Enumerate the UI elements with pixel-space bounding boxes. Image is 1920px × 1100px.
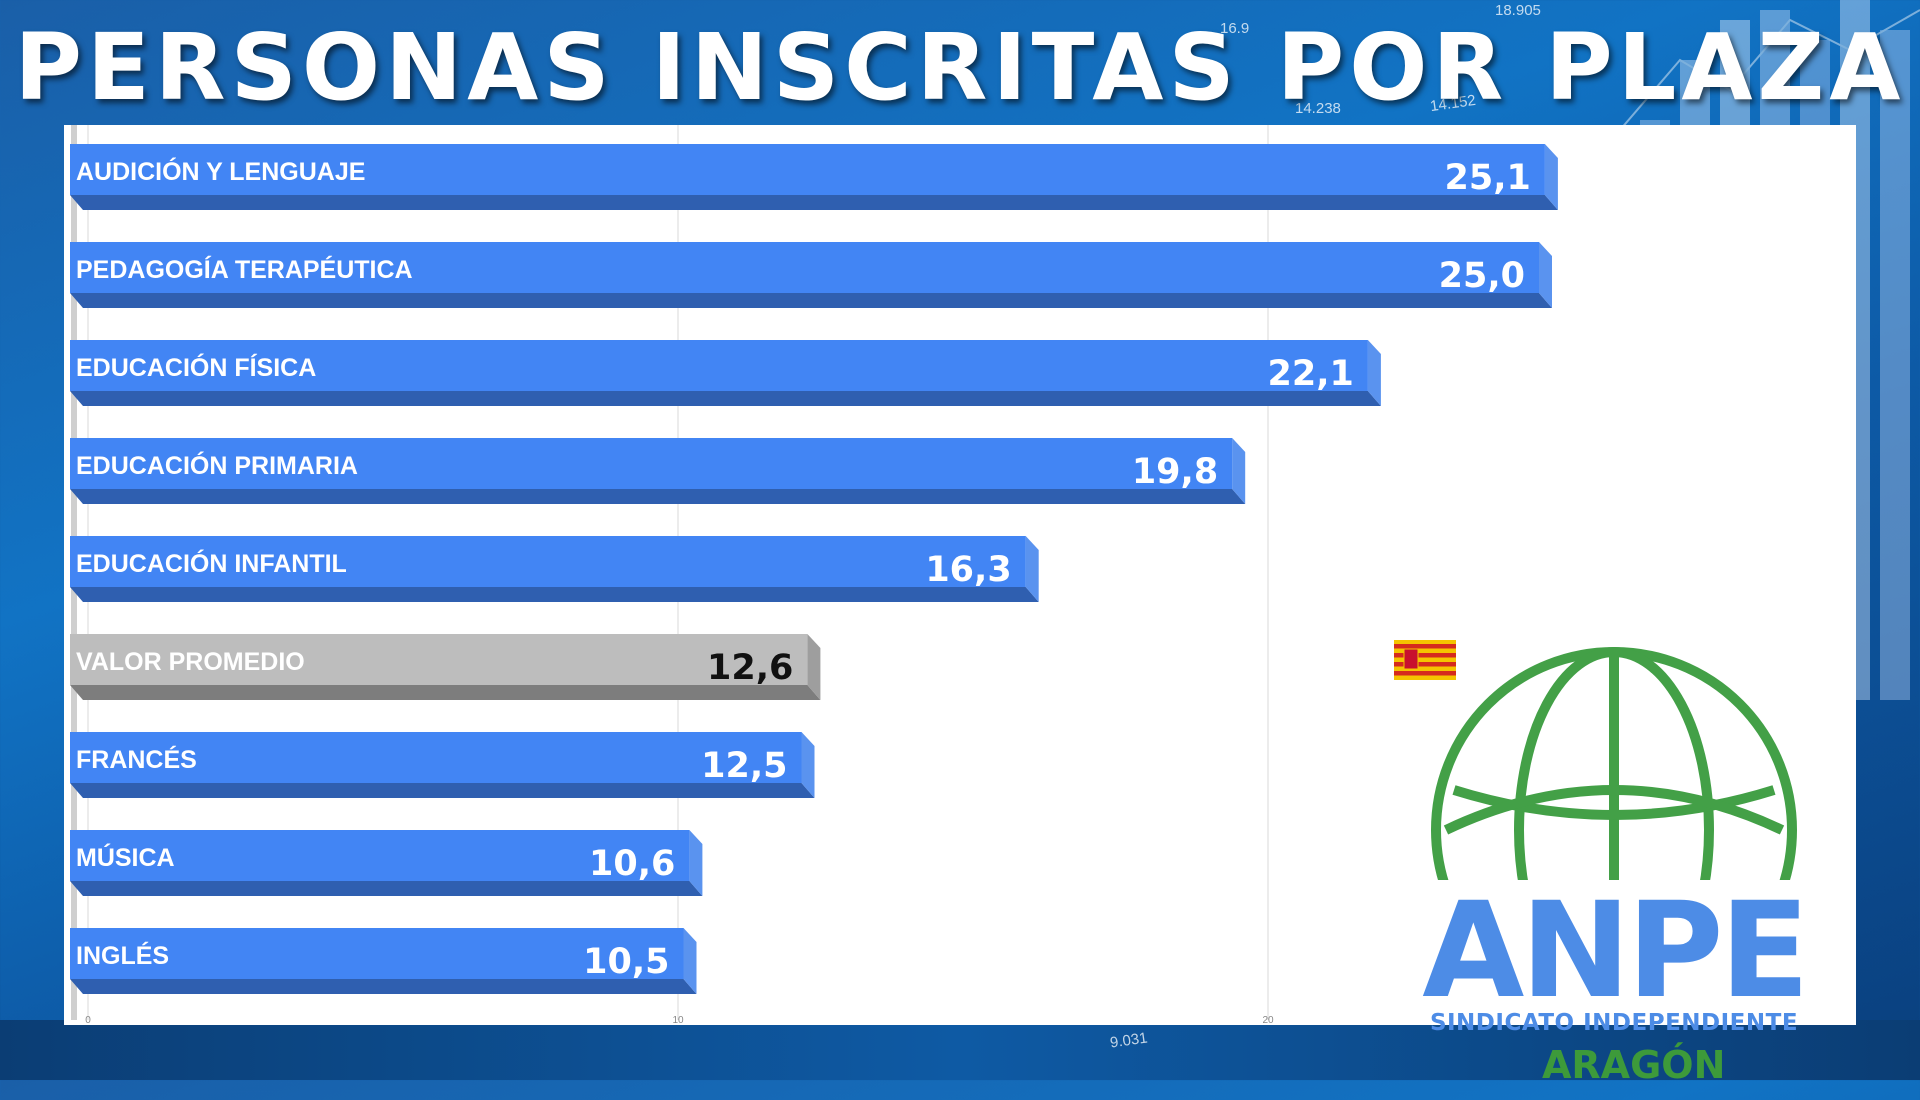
logo-region: ARAGÓN [1542, 1043, 1726, 1087]
bar-value-label: 12,6 [707, 648, 793, 688]
bar-category-label: PEDAGOGÍA TERAPÉUTICA [76, 255, 413, 284]
bar [70, 830, 690, 881]
x-tick-label: 0 [85, 1015, 91, 1025]
bar-value-label: 16,3 [925, 550, 1011, 590]
bar-category-label: EDUCACIÓN FÍSICA [76, 352, 316, 382]
bar-value-label: 22,1 [1268, 354, 1354, 394]
bar-shadow [70, 881, 703, 896]
bar-side [689, 830, 703, 896]
bar-shadow [70, 391, 1381, 406]
bar-category-label: FRANCÉS [76, 745, 197, 774]
bar-side [801, 732, 815, 798]
bar-shadow [70, 587, 1039, 602]
background-number: 16.9 [1220, 20, 1250, 37]
chart-panel: 0 10 20 AUDICIÓN Y LENGUAJE 25,1 PEDAGOGÍA TE… [64, 125, 1856, 1087]
bar-side [1025, 536, 1039, 602]
bar [70, 928, 684, 979]
logo-wordmark: ANPE [1422, 874, 1810, 1028]
page-title: PERSONAS INSCRITAS POR PLAZA [14, 14, 1906, 121]
x-tick-label: 10 [672, 1015, 684, 1025]
bar-chart: 0 10 20 AUDICIÓN Y LENGUAJE 25,1 PEDAGOGÍA TE… [70, 125, 1558, 1025]
bar-value-label: 19,8 [1132, 452, 1218, 492]
bar-value-label: 12,5 [701, 746, 787, 786]
x-tick-label: 20 [1262, 1015, 1274, 1025]
bar-category-label: AUDICIÓN Y LENGUAJE [76, 156, 365, 186]
bar-shadow [70, 979, 697, 994]
bar-value-label: 25,1 [1445, 158, 1531, 198]
bar-value-label: 10,6 [589, 844, 675, 884]
bar-shadow [70, 489, 1246, 504]
bar-category-label: MÚSICA [76, 842, 175, 872]
bar-value-label: 25,0 [1439, 256, 1525, 296]
bar-shadow [70, 195, 1558, 210]
bar-category-label: EDUCACIÓN INFANTIL [76, 548, 347, 578]
bar-side [1544, 144, 1558, 210]
bar-side [807, 634, 821, 700]
bar-side [1367, 340, 1381, 406]
anpe-logo: ANPE SINDICATO INDEPENDIENTE ARAGÓN [1394, 640, 1834, 1100]
background-number: 14.238 [1295, 100, 1341, 117]
bar-shadow [70, 685, 821, 700]
bar-shadow [70, 293, 1552, 308]
bar [70, 732, 802, 783]
background-bottom-strip [0, 1020, 1920, 1080]
bar-side [1539, 242, 1552, 308]
bar-category-label: EDUCACIÓN PRIMARIA [76, 450, 358, 480]
bar [70, 340, 1368, 391]
bar [70, 536, 1026, 587]
logo-subtitle: SINDICATO INDEPENDIENTE [1429, 1010, 1799, 1036]
bar [70, 438, 1233, 489]
bar-side [683, 928, 697, 994]
background-number: 18.905 [1495, 2, 1541, 19]
aragon-flag-icon [1394, 640, 1456, 680]
bar [70, 634, 808, 685]
bar-category-label: INGLÉS [76, 941, 169, 970]
bar [70, 144, 1545, 195]
bar-shadow [70, 783, 815, 798]
bar-side [1232, 438, 1246, 504]
bar-value-label: 10,5 [583, 942, 669, 982]
globe-icon [1394, 647, 1834, 910]
bar-category-label: VALOR PROMEDIO [76, 648, 305, 676]
bar [70, 242, 1539, 293]
